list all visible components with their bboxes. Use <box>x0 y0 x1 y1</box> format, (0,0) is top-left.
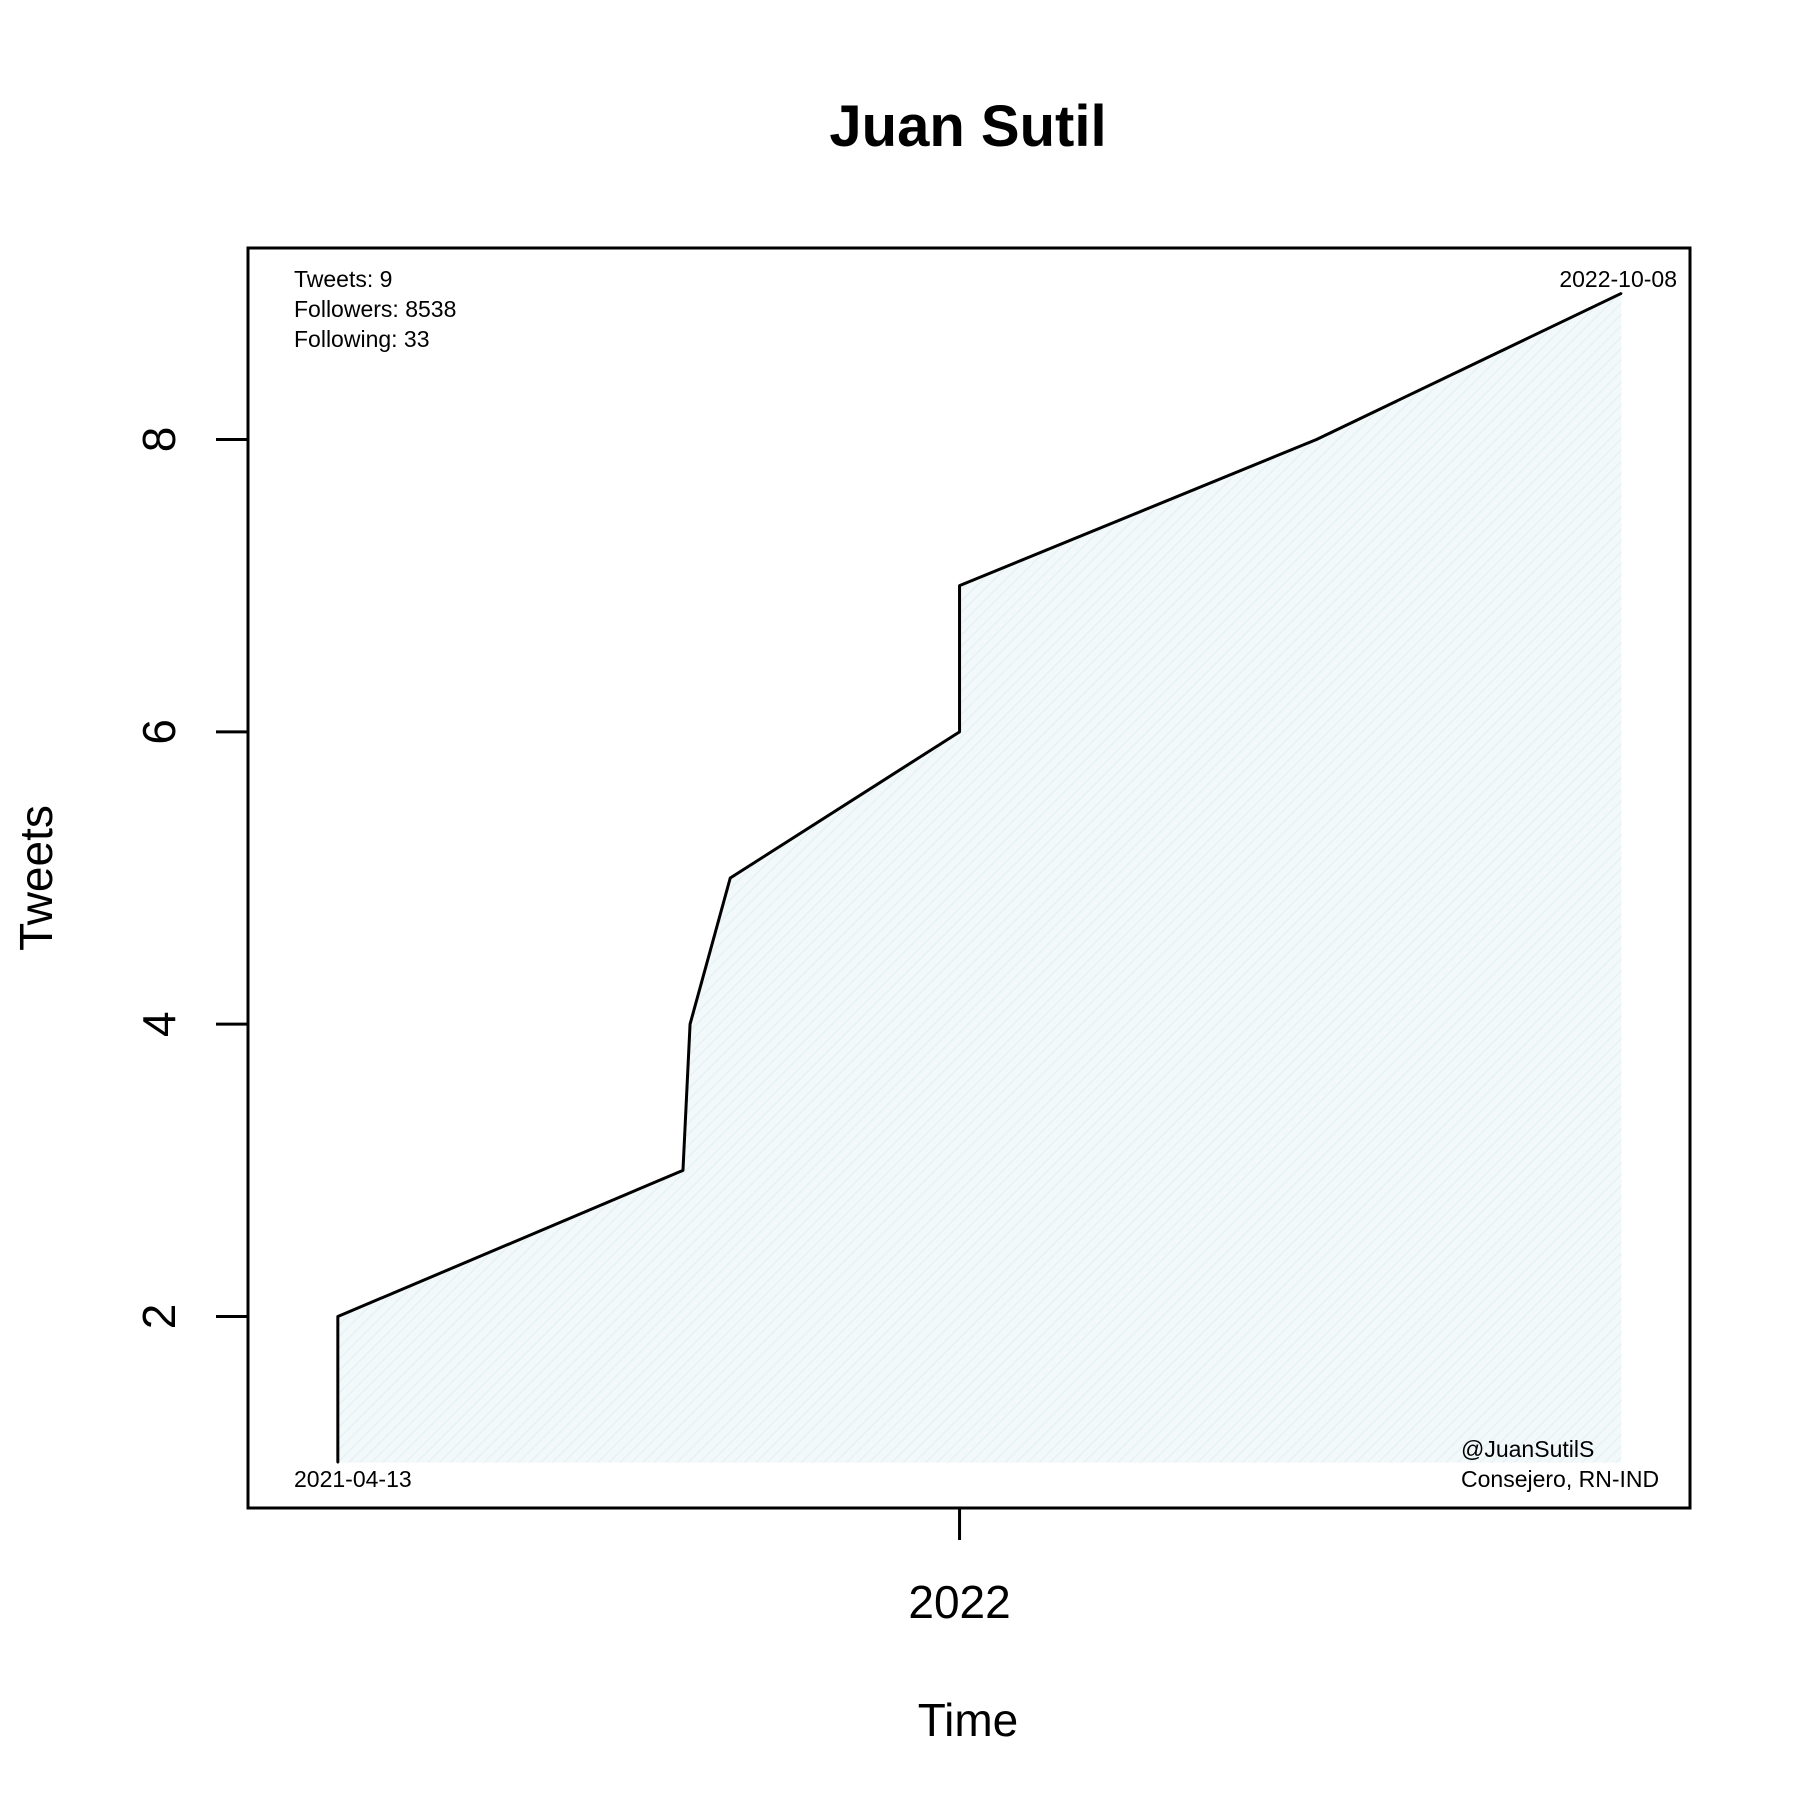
start-date-label: 2021-04-13 <box>294 1466 412 1492</box>
data-point-2 <box>336 1315 339 1318</box>
stats-following: Following: 33 <box>294 326 430 352</box>
y-tick-label-4: 4 <box>133 1011 185 1037</box>
series-area-fill <box>337 293 1622 1463</box>
data-point-5 <box>729 877 732 879</box>
account-handle: @JuanSutilS <box>1461 1436 1594 1462</box>
data-point-7 <box>958 584 961 587</box>
end-date-label: 2022-10-08 <box>1559 266 1677 292</box>
chart-title: Juan Sutil <box>829 94 1106 159</box>
x-tick-label-2022: 2022 <box>908 1576 1010 1628</box>
y-axis: 2 4 6 8 <box>133 427 248 1330</box>
plot-layer <box>336 291 1623 1464</box>
plot-frame <box>246 246 1692 1510</box>
data-point-4 <box>689 1023 692 1026</box>
x-axis: 2022 <box>908 1508 1011 1628</box>
y-tick-label-2: 2 <box>133 1304 185 1330</box>
data-point-8 <box>1315 438 1318 441</box>
y-tick-label-6: 6 <box>133 719 185 745</box>
data-point-6 <box>958 730 961 733</box>
stats-followers: Followers: 8538 <box>294 296 456 322</box>
account-role: Consejero, RN-IND <box>1461 1466 1659 1492</box>
y-axis-label: Tweets <box>10 805 62 951</box>
y-tick-label-8: 8 <box>133 427 185 453</box>
stats-tweets: Tweets: 9 <box>294 266 392 292</box>
data-point-1 <box>336 1461 339 1464</box>
data-point-9 <box>1620 292 1623 295</box>
x-axis-label: Time <box>918 1694 1019 1746</box>
data-point-3 <box>681 1169 684 1172</box>
